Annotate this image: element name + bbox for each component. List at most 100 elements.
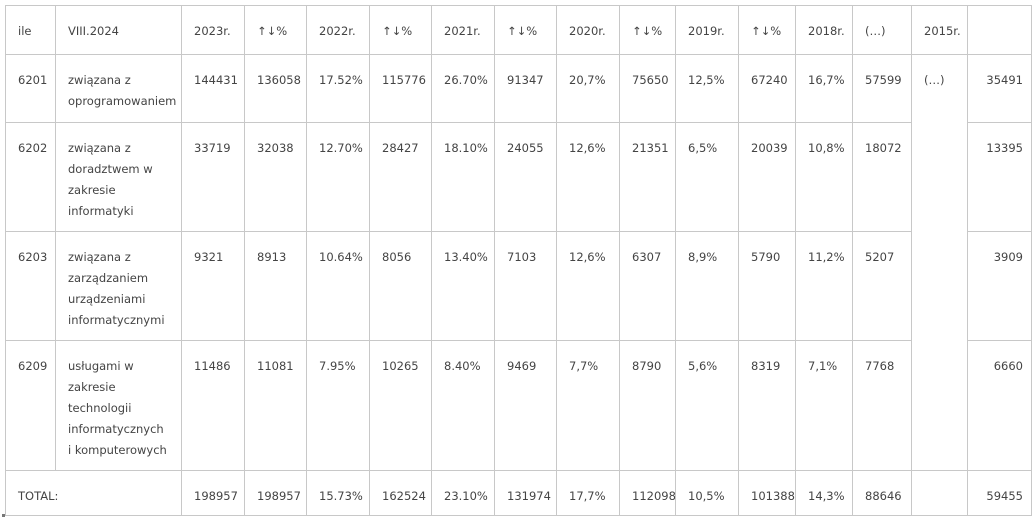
- header-cell: ↑↓%: [738, 5, 796, 55]
- value-cell: 8056: [369, 231, 432, 341]
- header-cell: 2015r.: [911, 5, 968, 55]
- header-cell: 2020r.: [556, 5, 620, 55]
- value-cell: 21351: [619, 122, 676, 232]
- value-cell: 57599: [852, 54, 912, 123]
- value-cell: 33719: [181, 122, 245, 232]
- header-cell: 2021r.: [431, 5, 495, 55]
- value-cell: 11,2%: [795, 231, 853, 341]
- total-value-cell: 17,7%: [556, 470, 620, 516]
- value-cell: 16,7%: [795, 54, 853, 123]
- value-cell: 32038: [244, 122, 307, 232]
- value-cell: 11486: [181, 340, 245, 471]
- value-cell: 5790: [738, 231, 796, 341]
- value-cell: 7768: [852, 340, 912, 471]
- value-cell: 12,6%: [556, 122, 620, 232]
- value-cell: 3909: [967, 231, 1032, 341]
- header-cell: ↑↓%: [244, 5, 307, 55]
- total-value-cell: 112098: [619, 470, 676, 516]
- value-cell: 5207: [852, 231, 912, 341]
- value-cell: 8,9%: [675, 231, 739, 341]
- value-cell: 9469: [494, 340, 557, 471]
- value-cell: 11081: [244, 340, 307, 471]
- header-cell: 2019r.: [675, 5, 739, 55]
- header-cell: 2023r.: [181, 5, 245, 55]
- header-cell: 2018r.: [795, 5, 853, 55]
- value-cell: 10.64%: [306, 231, 370, 341]
- value-cell: 17.52%: [306, 54, 370, 123]
- value-cell: 136058: [244, 54, 307, 123]
- value-cell: 12.70%: [306, 122, 370, 232]
- total-value-cell: [911, 470, 968, 516]
- value-cell: 13395: [967, 122, 1032, 232]
- value-cell: 13.40%: [431, 231, 495, 341]
- pkd-code: 6201: [5, 54, 56, 123]
- total-label: TOTAL:: [5, 470, 182, 516]
- value-cell: 7.95%: [306, 340, 370, 471]
- pkd-code: 6202: [5, 122, 56, 232]
- value-cell: 6660: [967, 340, 1032, 471]
- value-cell: 67240: [738, 54, 796, 123]
- value-cell: 6307: [619, 231, 676, 341]
- value-cell: 91347: [494, 54, 557, 123]
- value-cell: 6,5%: [675, 122, 739, 232]
- value-cell: 9321: [181, 231, 245, 341]
- header-row: ile VIII.2024 2023r. ↑↓% 2022r. ↑↓% 2021…: [5, 5, 1032, 55]
- value-cell: 8319: [738, 340, 796, 471]
- total-value-cell: 10,5%: [675, 470, 739, 516]
- table-row: 6202 związana z doradztwem w zakresie in…: [5, 122, 1032, 232]
- value-cell: 18072: [852, 122, 912, 232]
- header-cell: [967, 5, 1032, 55]
- it-statistics-table: ile VIII.2024 2023r. ↑↓% 2022r. ↑↓% 2021…: [5, 5, 1032, 516]
- total-value-cell: 101388: [738, 470, 796, 516]
- header-cell: VIII.2024: [55, 5, 182, 55]
- activity-description: związana z zarządzaniem urządzeniami inf…: [55, 231, 182, 341]
- table-row: 6203 związana z zarządzaniem urządzeniam…: [5, 231, 1032, 341]
- value-cell: 26.70%: [431, 54, 495, 123]
- pkd-code: 6203: [5, 231, 56, 341]
- header-cell: ile: [5, 5, 56, 55]
- total-value-cell: 15.73%: [306, 470, 370, 516]
- value-cell: 24055: [494, 122, 557, 232]
- total-value-cell: 59455: [967, 470, 1032, 516]
- total-value-cell: 131974: [494, 470, 557, 516]
- value-cell: 10265: [369, 340, 432, 471]
- total-row: TOTAL: 198957 198957 15.73% 162524 23.10…: [5, 470, 1032, 516]
- activity-description: związana z oprogramowaniem: [55, 54, 182, 123]
- value-cell: 75650: [619, 54, 676, 123]
- value-cell: 35491: [967, 54, 1032, 123]
- value-cell: 20039: [738, 122, 796, 232]
- value-cell: 7103: [494, 231, 557, 341]
- value-cell: 8790: [619, 340, 676, 471]
- total-value-cell: 23.10%: [431, 470, 495, 516]
- activity-description: związana z doradztwem w zakresie informa…: [55, 122, 182, 232]
- value-cell: 10,8%: [795, 122, 853, 232]
- value-cell: 7,7%: [556, 340, 620, 471]
- table-row: 6209 usługami w zakresie technologii inf…: [5, 340, 1032, 471]
- corner-mark: [2, 514, 5, 517]
- activity-description: usługami w zakresie technologii informat…: [55, 340, 182, 471]
- value-cell: 12,6%: [556, 231, 620, 341]
- header-cell: (…): [852, 5, 912, 55]
- table-row: 6201 związana z oprogramowaniem 144431 1…: [5, 54, 1032, 471]
- total-value-cell: 198957: [181, 470, 245, 516]
- value-cell: 18.10%: [431, 122, 495, 232]
- value-cell: 28427: [369, 122, 432, 232]
- pkd-code: 6209: [5, 340, 56, 471]
- value-cell: 8.40%: [431, 340, 495, 471]
- header-cell: ↑↓%: [494, 5, 557, 55]
- value-cell: 115776: [369, 54, 432, 123]
- value-cell: 7,1%: [795, 340, 853, 471]
- total-value-cell: 162524: [369, 470, 432, 516]
- value-cell: (…): [911, 54, 968, 471]
- header-cell: ↑↓%: [619, 5, 676, 55]
- value-cell: 20,7%: [556, 54, 620, 123]
- header-cell: ↑↓%: [369, 5, 432, 55]
- header-cell: 2022r.: [306, 5, 370, 55]
- value-cell: 144431: [181, 54, 245, 123]
- total-value-cell: 14,3%: [795, 470, 853, 516]
- total-value-cell: 88646: [852, 470, 912, 516]
- value-cell: 12,5%: [675, 54, 739, 123]
- value-cell: 8913: [244, 231, 307, 341]
- value-cell: 5,6%: [675, 340, 739, 471]
